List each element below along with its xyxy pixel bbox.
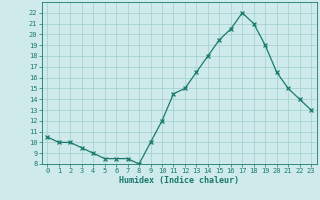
X-axis label: Humidex (Indice chaleur): Humidex (Indice chaleur) [119, 176, 239, 185]
